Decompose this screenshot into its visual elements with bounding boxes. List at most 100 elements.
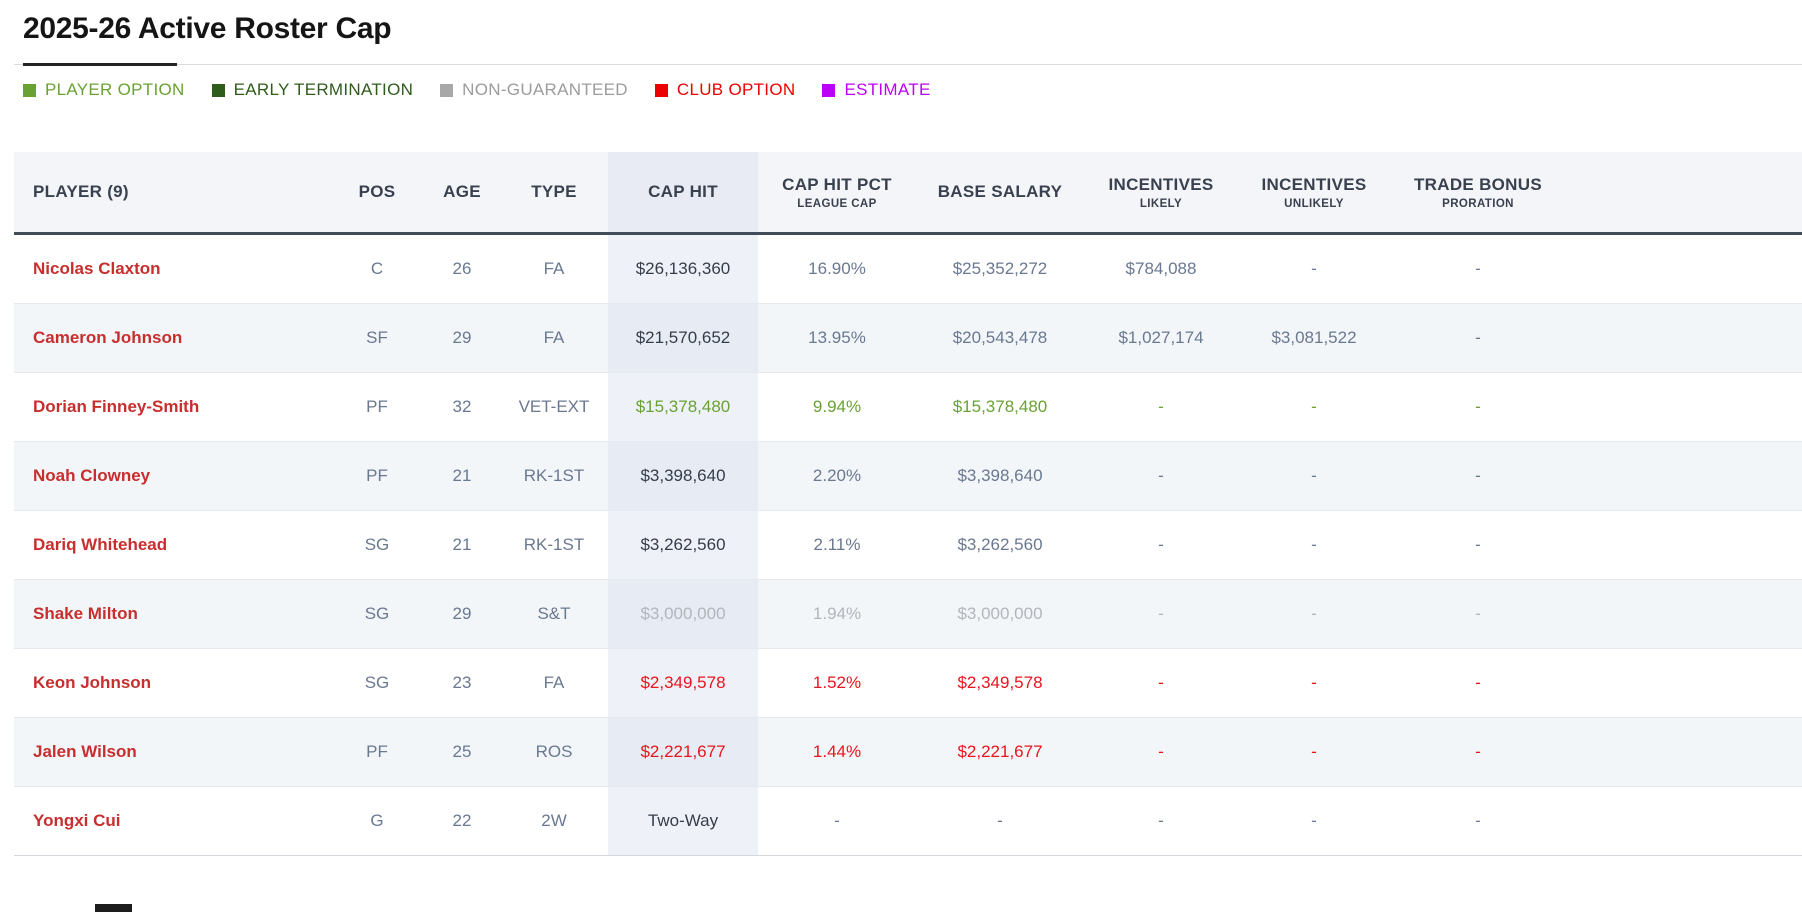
cell-age: 29: [424, 304, 500, 372]
cell-player: Cameron Johnson: [14, 304, 330, 372]
cell-value: 1.44%: [812, 742, 862, 761]
column-header-base_salary[interactable]: BASE SALARY: [916, 152, 1084, 232]
cell-incentives_unlikely: -: [1238, 787, 1390, 855]
table-header-row: PLAYER (9) POS AGE TYPE CAP HIT CAP HIT PCT LE…: [14, 152, 1802, 235]
cell-value: -: [1311, 397, 1317, 416]
cell-value: FA: [543, 673, 565, 692]
cell-value: -: [1158, 397, 1164, 416]
cell-cap_hit_pct: -: [758, 787, 916, 855]
cell-incentives_likely: -: [1084, 718, 1238, 786]
cell-filler: [1566, 787, 1802, 855]
non-guaranteed-swatch-icon: [440, 83, 454, 97]
player-link[interactable]: Noah Clowney: [33, 466, 151, 485]
cell-filler: [1566, 304, 1802, 372]
divider-line: [14, 64, 1802, 65]
column-header-sublabel: LEAGUE CAP: [797, 197, 877, 210]
cell-value: -: [1475, 466, 1481, 485]
column-header-trade_bonus[interactable]: TRADE BONUS PRORATION: [1390, 152, 1566, 232]
cell-value: 2W: [541, 811, 567, 830]
cell-value: -: [1311, 673, 1317, 692]
player-link[interactable]: Cameron Johnson: [33, 328, 183, 347]
cell-value: 9.94%: [812, 397, 862, 416]
legend-item-non-guaranteed: NON-GUARANTEED: [440, 80, 628, 100]
legend-item-estimate: ESTIMATE: [822, 80, 930, 100]
cell-type: VET-EXT: [500, 373, 608, 441]
table-row: Noah Clowney PF 21 RK-1ST $3,398,640 2.20% $3,…: [14, 442, 1802, 511]
table-row: Keon Johnson SG 23 FA $2,349,578 1.52% $2,349,…: [14, 649, 1802, 718]
cell-base_salary: $20,543,478: [916, 304, 1084, 372]
cell-value: -: [1158, 535, 1164, 554]
cell-value: 1.94%: [812, 604, 862, 623]
column-header-incentives_unlikely[interactable]: INCENTIVES UNLIKELY: [1238, 152, 1390, 232]
cell-pos: C: [330, 235, 424, 303]
column-header-incentives_likely[interactable]: INCENTIVES LIKELY: [1084, 152, 1238, 232]
cell-age: 25: [424, 718, 500, 786]
cell-player: Dariq Whitehead: [14, 511, 330, 579]
cell-value: -: [1311, 811, 1317, 830]
cell-player: Dorian Finney-Smith: [14, 373, 330, 441]
cell-value: $3,000,000: [640, 604, 726, 623]
cell-pos: G: [330, 787, 424, 855]
cell-value: $3,081,522: [1271, 328, 1357, 347]
cell-value: -: [1475, 259, 1481, 278]
cell-value: $21,570,652: [635, 328, 731, 347]
cell-value: PF: [366, 466, 388, 485]
column-header-type[interactable]: TYPE: [500, 152, 608, 232]
cell-value: $2,349,578: [957, 673, 1043, 692]
cell-base_salary: $3,262,560: [916, 511, 1084, 579]
cell-player: Shake Milton: [14, 580, 330, 648]
cell-value: $2,221,677: [957, 742, 1043, 761]
column-header-cap_hit[interactable]: CAP HIT: [608, 152, 758, 232]
cell-type: FA: [500, 304, 608, 372]
cell-trade_bonus: -: [1390, 442, 1566, 510]
column-header-cap_hit_pct[interactable]: CAP HIT PCT LEAGUE CAP: [758, 152, 916, 232]
cell-value: $3,398,640: [957, 466, 1043, 485]
cell-value: 23: [452, 673, 472, 692]
legend-label: ESTIMATE: [844, 80, 931, 99]
cell-value: -: [1475, 811, 1481, 830]
cell-filler: [1566, 235, 1802, 303]
column-header-label: PLAYER (9): [33, 182, 129, 201]
cell-cap_hit: Two-Way: [608, 787, 758, 855]
column-header-label: POS: [358, 182, 396, 201]
column-header-pos[interactable]: POS: [330, 152, 424, 232]
player-link[interactable]: Dorian Finney-Smith: [33, 397, 200, 416]
player-link[interactable]: Keon Johnson: [33, 673, 152, 692]
cell-value: 13.95%: [808, 328, 866, 347]
cell-incentives_likely: -: [1084, 442, 1238, 510]
cell-type: S&T: [500, 580, 608, 648]
cell-pos: SF: [330, 304, 424, 372]
player-link[interactable]: Yongxi Cui: [33, 811, 121, 830]
cell-base_salary: $3,398,640: [916, 442, 1084, 510]
column-header-player[interactable]: PLAYER (9): [14, 152, 330, 232]
cell-value: SG: [364, 604, 390, 623]
player-link[interactable]: Shake Milton: [33, 604, 138, 623]
table-row: Shake Milton SG 29 S&T $3,000,000 1.94% $3,000…: [14, 580, 1802, 649]
column-header-label: BASE SALARY: [937, 182, 1063, 201]
column-header-age[interactable]: AGE: [424, 152, 500, 232]
legend-label: CLUB OPTION: [676, 80, 796, 99]
cell-trade_bonus: -: [1390, 718, 1566, 786]
cell-value: S&T: [537, 604, 571, 623]
player-link[interactable]: Nicolas Claxton: [33, 259, 161, 278]
cell-pos: SG: [330, 511, 424, 579]
cell-value: 29: [452, 604, 472, 623]
cell-incentives_unlikely: -: [1238, 649, 1390, 717]
cell-type: FA: [500, 649, 608, 717]
cell-player: Nicolas Claxton: [14, 235, 330, 303]
cell-pos: PF: [330, 373, 424, 441]
cell-value: $3,398,640: [640, 466, 726, 485]
cell-incentives_unlikely: -: [1238, 718, 1390, 786]
column-header-label: INCENTIVES: [1108, 174, 1214, 194]
player-link[interactable]: Dariq Whitehead: [33, 535, 168, 554]
column-header-sublabel: UNLIKELY: [1284, 197, 1344, 210]
cell-value: -: [1158, 673, 1164, 692]
roster-cap-table: PLAYER (9) POS AGE TYPE CAP HIT CAP HIT PCT LE…: [14, 152, 1802, 856]
cell-incentives_unlikely: -: [1238, 442, 1390, 510]
cell-value: $784,088: [1125, 259, 1197, 278]
table-row: Jalen Wilson PF 25 ROS $2,221,677 1.44% $2,221…: [14, 718, 1802, 787]
cell-cap_hit_pct: 1.52%: [758, 649, 916, 717]
cell-value: -: [1158, 811, 1164, 830]
player-link[interactable]: Jalen Wilson: [33, 742, 137, 761]
cell-age: 26: [424, 235, 500, 303]
